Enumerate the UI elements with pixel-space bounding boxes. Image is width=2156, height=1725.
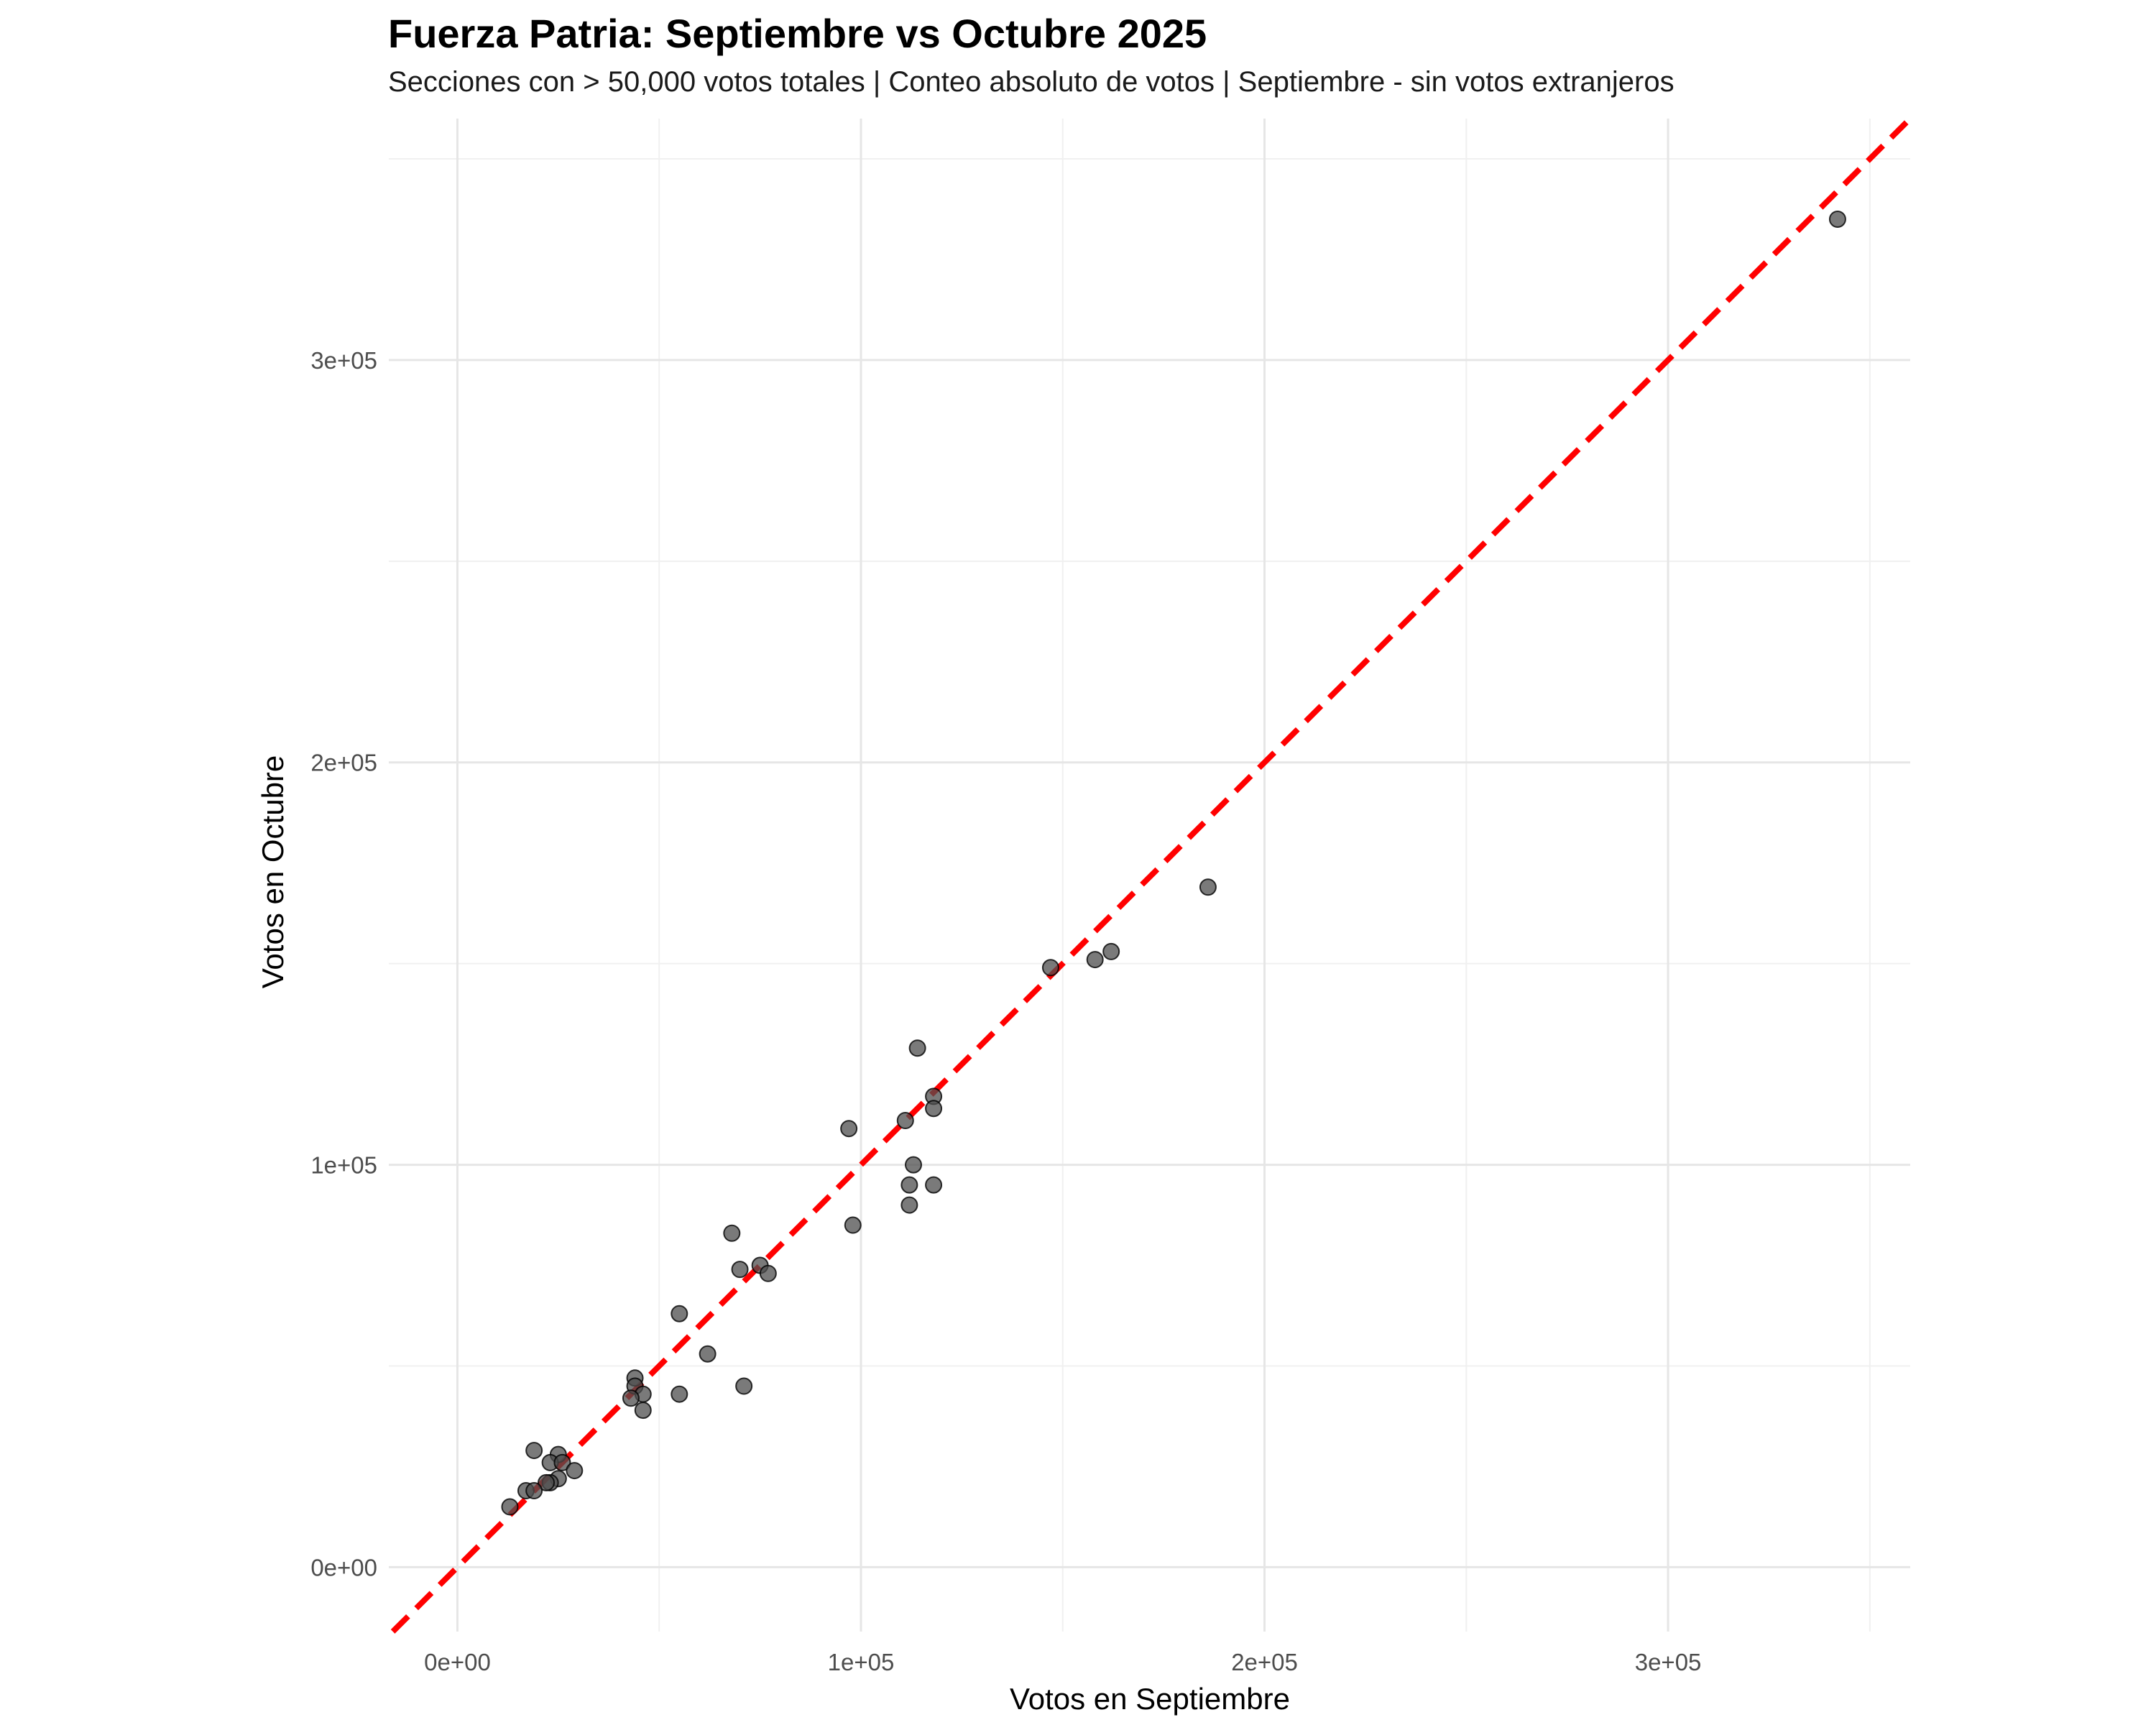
data-point — [525, 1442, 543, 1460]
y-tick-label: 2e+05 — [310, 750, 377, 776]
data-point — [731, 1261, 749, 1279]
data-point — [908, 1039, 926, 1057]
x-axis-label: Votos en Septiembre — [1010, 1682, 1290, 1716]
x-tick-label: 1e+05 — [828, 1649, 895, 1675]
y-axis-label: Votos en Octubre — [256, 755, 290, 989]
data-point — [1086, 951, 1104, 969]
data-points — [501, 210, 1846, 1516]
y-tick-label: 1e+05 — [310, 1152, 377, 1179]
chart-subtitle: Secciones con > 50,000 votos totales | C… — [388, 66, 1674, 98]
y-tick-label: 0e+00 — [310, 1554, 377, 1581]
data-point — [622, 1389, 640, 1407]
data-point — [840, 1120, 858, 1138]
data-point — [735, 1377, 753, 1395]
grid-lines — [389, 119, 1910, 1632]
data-point — [900, 1176, 918, 1194]
x-tick-label: 2e+05 — [1231, 1649, 1298, 1675]
data-point — [723, 1224, 741, 1242]
data-point — [671, 1305, 688, 1322]
identity-reference-line — [390, 116, 1912, 1634]
data-point — [1102, 942, 1120, 960]
data-point — [1828, 210, 1846, 228]
data-point — [553, 1453, 571, 1471]
y-tick-label: 3e+05 — [310, 347, 377, 374]
x-tick-label: 3e+05 — [1635, 1649, 1702, 1675]
data-point — [1199, 878, 1217, 896]
data-point — [525, 1482, 543, 1500]
reference-line-layer — [390, 116, 1912, 1634]
data-point — [905, 1156, 922, 1174]
data-point — [538, 1473, 555, 1491]
data-point — [1041, 959, 1059, 977]
data-point — [634, 1402, 652, 1420]
data-point — [900, 1196, 918, 1214]
data-point — [699, 1345, 717, 1363]
data-point — [566, 1462, 584, 1480]
data-point — [844, 1216, 862, 1234]
tick-labels: 0e+00 1e+05 2e+05 3e+05 0e+00 1e+05 2e+05 3e+05 — [310, 347, 1701, 1675]
data-point — [896, 1112, 914, 1130]
data-point — [501, 1498, 519, 1516]
data-point — [925, 1100, 943, 1118]
data-point — [925, 1176, 943, 1194]
chart-title: Fuerza Patria: Septiembre vs Octubre 202… — [388, 11, 1207, 56]
data-point — [759, 1264, 777, 1282]
data-point — [671, 1385, 688, 1403]
x-tick-label: 0e+00 — [424, 1649, 491, 1675]
